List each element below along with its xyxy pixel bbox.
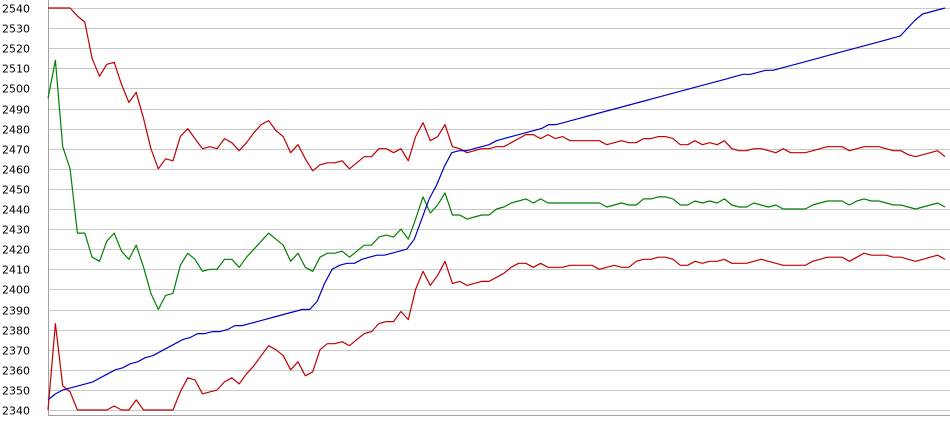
- series-line-upper: [48, 7, 946, 172]
- y-tick-label: 2490: [2, 104, 30, 117]
- y-tick-label: 2520: [2, 43, 30, 56]
- y-tick-label: 2470: [2, 144, 30, 157]
- y-tick-label: 2510: [2, 63, 30, 76]
- y-tick-label: 2540: [2, 3, 30, 16]
- series-line-trend: [47, 7, 946, 401]
- y-tick-label: 2370: [2, 345, 30, 358]
- y-tick-label: 2450: [2, 184, 30, 197]
- y-tick-label: 2350: [2, 385, 30, 398]
- y-tick-label: 2340: [2, 405, 30, 418]
- y-tick-label: 2410: [2, 264, 30, 277]
- y-tick-label: 2390: [2, 305, 30, 318]
- y-tick-label: 2480: [2, 124, 30, 137]
- series-lines: [47, 7, 946, 411]
- y-tick-label: 2400: [2, 284, 30, 297]
- y-tick-label: 2500: [2, 83, 30, 96]
- series-line-lower: [47, 252, 946, 411]
- y-tick-label: 2440: [2, 204, 30, 217]
- y-tick-label: 2420: [2, 244, 30, 257]
- gridlines: [48, 8, 950, 411]
- y-tick-label: 2380: [2, 325, 30, 338]
- y-tick-label: 2530: [2, 23, 30, 36]
- y-axis-tick-labels: 2340 2350 2360 2370 2380 2390 2400 2410 2420 2430…: [2, 3, 30, 418]
- series-line-middle: [47, 59, 946, 311]
- y-tick-label: 2430: [2, 224, 30, 237]
- y-tick-label: 2360: [2, 365, 30, 378]
- y-tick-label: 2460: [2, 164, 30, 177]
